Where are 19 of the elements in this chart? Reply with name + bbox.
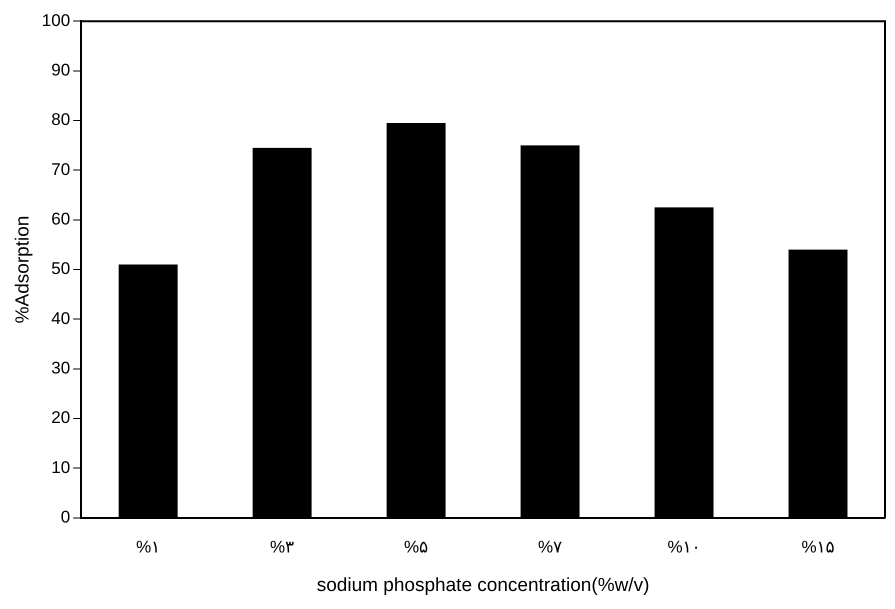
y-tick-label: 70 (51, 160, 70, 179)
y-tick-label: 60 (51, 210, 70, 229)
x-tick-label: %۱۵ (801, 538, 835, 557)
x-axis-title: sodium phosphate concentration(%w/v) (316, 574, 650, 596)
x-tick-label: %۱ (136, 538, 160, 557)
y-tick-label: 0 (60, 507, 70, 526)
x-tick-label: %۳ (270, 538, 294, 557)
y-tick-label: 80 (51, 110, 70, 130)
y-tick-label: 20 (51, 408, 70, 428)
y-tick-label: 40 (51, 308, 70, 328)
y-tick-label: 30 (51, 358, 70, 378)
x-tick-label: %۱۰ (667, 538, 701, 557)
y-axis-title: %Adsorption (12, 216, 34, 324)
y-tick-label: 50 (51, 259, 70, 278)
y-tick-label: 10 (51, 458, 70, 477)
x-tick-label: %۵ (404, 538, 428, 557)
y-tick-label: 90 (51, 60, 70, 80)
y-tick-label: 100 (42, 10, 70, 30)
x-tick-label: %۷ (538, 538, 562, 557)
